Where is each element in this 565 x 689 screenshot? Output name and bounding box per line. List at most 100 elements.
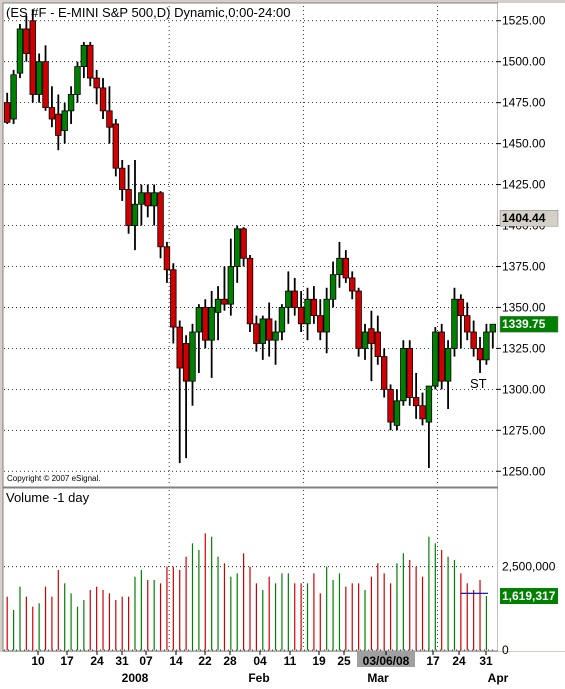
candle-body — [483, 331, 490, 361]
candle — [323, 287, 330, 354]
volume-chart-title: Volume -1 day — [6, 490, 90, 505]
price-marker: 1404.44 — [499, 209, 559, 227]
candle — [10, 69, 17, 124]
candle-body — [55, 113, 62, 136]
candle — [412, 372, 420, 419]
candle — [29, 9, 36, 103]
st-annotation: ST — [470, 376, 487, 391]
month-label: Feb — [248, 671, 269, 685]
candle-body — [285, 290, 292, 308]
candle — [329, 261, 337, 308]
candle — [310, 286, 318, 324]
candle — [80, 42, 88, 79]
candle-body — [291, 290, 298, 308]
candle — [451, 287, 458, 357]
x-tick-label: 31 — [115, 654, 129, 668]
candle-body — [93, 77, 100, 89]
volume-marker-label: 1,619,317 — [502, 589, 556, 603]
candle — [387, 384, 394, 431]
candle — [35, 53, 43, 103]
candle-body — [297, 307, 305, 325]
copyright-text: Copyright © 2007 eSignal. — [7, 474, 101, 483]
x-tick-label: 14 — [169, 654, 183, 668]
candle-body — [208, 307, 215, 341]
candle — [67, 86, 75, 124]
candle — [406, 340, 413, 406]
candle-body — [106, 110, 113, 128]
candle — [131, 159, 139, 251]
candle — [457, 294, 465, 349]
candle-body — [119, 167, 126, 190]
month-label: Mar — [367, 671, 389, 685]
price-tick-label: 1250.00 — [502, 464, 546, 478]
price-tick-label: 1375.00 — [502, 259, 546, 273]
candle — [483, 323, 490, 365]
x-tick-label: 22 — [198, 654, 212, 668]
candle — [400, 340, 407, 406]
candle-body — [3, 102, 11, 123]
candle-body — [355, 290, 362, 349]
x-tick-label: 19 — [312, 654, 326, 668]
candle — [259, 315, 266, 360]
candle — [195, 304, 203, 373]
candle-body — [444, 347, 452, 382]
price-marker-box — [499, 315, 559, 333]
price-tick-label: 1500.00 — [502, 55, 546, 69]
x-tick-label: 28 — [223, 654, 237, 668]
candle-body — [131, 203, 139, 226]
candle-body — [317, 315, 324, 333]
candle-body — [425, 385, 433, 423]
candle-body — [265, 318, 273, 341]
candle-body — [476, 347, 484, 361]
candle-body — [35, 61, 43, 95]
candle-body — [227, 266, 235, 305]
candle-body — [214, 298, 222, 313]
candle-body — [144, 192, 151, 207]
candle-body — [23, 28, 30, 54]
candle-body — [464, 315, 471, 333]
candle — [432, 327, 439, 390]
candle — [489, 323, 497, 349]
x-tick-label: 31 — [479, 654, 493, 668]
date-highlight-box — [357, 651, 415, 667]
candle — [112, 119, 120, 177]
price-marker: 1339.75 — [499, 315, 559, 333]
candle-body — [374, 331, 381, 357]
candle — [272, 320, 279, 365]
candle-body — [99, 87, 107, 112]
candlestick-series — [3, 9, 497, 468]
candle — [380, 348, 388, 398]
candle-body — [342, 257, 350, 279]
candle — [285, 271, 292, 324]
candle — [464, 302, 471, 341]
x-tick-label: 07 — [139, 654, 153, 668]
month-label: Apr — [488, 671, 509, 685]
candle-body — [336, 257, 343, 276]
candle — [361, 323, 369, 360]
price-tick-label: 1350.00 — [502, 300, 546, 314]
x-tick-label: 11 — [284, 654, 297, 668]
volume-marker: 1,619,317 — [500, 588, 558, 605]
candle-body — [470, 331, 477, 349]
candle — [23, 15, 30, 62]
candle — [374, 315, 381, 365]
candle — [368, 310, 375, 382]
candle-body — [349, 277, 356, 292]
price-marker-label: 1404.44 — [502, 211, 546, 225]
x-tick-label: 10 — [31, 654, 45, 668]
candle-body — [80, 44, 88, 68]
candle — [278, 304, 286, 341]
candle-body — [138, 192, 145, 205]
candle-body — [87, 44, 94, 79]
candle-body — [61, 110, 68, 131]
x-tick-label: 24 — [90, 654, 104, 668]
candle — [176, 320, 183, 464]
candle — [208, 291, 215, 378]
candle — [87, 42, 94, 87]
candle — [170, 263, 177, 344]
price-tick-label: 1525.00 — [502, 14, 546, 28]
price-marker-label: 1339.75 — [502, 317, 546, 331]
candle — [291, 277, 298, 316]
candle-body — [272, 331, 279, 341]
candle-body — [234, 228, 241, 267]
